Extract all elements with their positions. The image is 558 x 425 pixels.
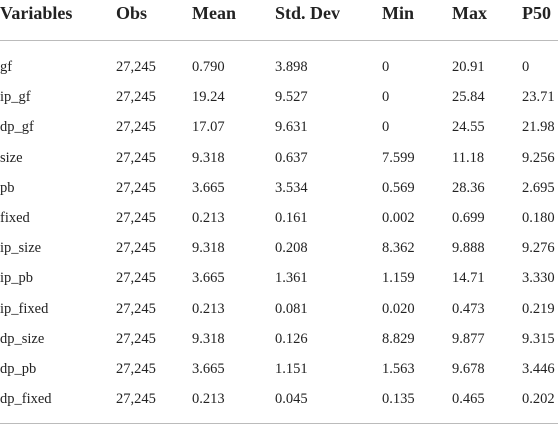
cell-value: 3.330 <box>522 270 555 287</box>
cell-value: 27,245 <box>116 119 156 136</box>
cell-value: 14.71 <box>452 270 485 287</box>
cell-value: 27,245 <box>116 88 156 105</box>
cell-value: 0.045 <box>275 390 308 407</box>
cell-value: 0.081 <box>275 300 308 317</box>
cell-value: 0.213 <box>192 390 225 407</box>
cell-value: 3.534 <box>275 179 308 196</box>
cell-value: 0.126 <box>275 330 308 347</box>
cell-value: 0.213 <box>192 300 225 317</box>
cell-value: 7.599 <box>382 149 415 166</box>
bottom-rule <box>0 423 558 424</box>
row-label: ip_pb <box>0 270 34 287</box>
cell-value: 25.84 <box>452 88 485 105</box>
cell-value: 9.318 <box>192 149 225 166</box>
cell-value: 3.665 <box>192 179 225 196</box>
header-cell: Obs <box>116 3 148 23</box>
row-label: ip_size <box>0 239 42 256</box>
cell-value: 0.161 <box>275 209 308 226</box>
cell-value: 0 <box>382 58 390 75</box>
cell-value: 1.563 <box>382 360 415 377</box>
header-cell: Variables <box>0 3 73 23</box>
cell-value: 9.877 <box>452 330 485 347</box>
cell-value: 0.473 <box>452 300 485 317</box>
cell-value: 11.18 <box>452 149 485 166</box>
cell-value: 3.898 <box>275 58 308 75</box>
cell-value: 0.699 <box>452 209 485 226</box>
cell-value: 0.637 <box>275 149 308 166</box>
cell-value: 27,245 <box>116 330 156 347</box>
cell-value: 3.665 <box>192 360 225 377</box>
cell-value: 0.020 <box>382 300 415 317</box>
cell-value: 9.318 <box>192 330 225 347</box>
cell-value: 0.002 <box>382 209 415 226</box>
cell-value: 0.219 <box>522 300 555 317</box>
header-cell: Mean <box>192 3 236 23</box>
row-label: gf <box>0 58 13 75</box>
cell-value: 9.318 <box>192 239 225 256</box>
cell-value: 0.465 <box>452 390 485 407</box>
header-cell: Min <box>382 3 415 23</box>
cell-value: 0.180 <box>522 209 555 226</box>
header-cell: P50 <box>522 3 551 23</box>
row-label: ip_fixed <box>0 300 49 317</box>
row-label: dp_gf <box>0 119 34 136</box>
cell-value: 21.98 <box>522 119 555 136</box>
cell-value: 0 <box>382 88 390 105</box>
cell-value: 0 <box>522 58 530 75</box>
cell-value: 0.213 <box>192 209 225 226</box>
cell-value: 9.678 <box>452 360 485 377</box>
cell-value: 27,245 <box>116 179 156 196</box>
cell-value: 9.527 <box>275 88 308 105</box>
cell-value: 27,245 <box>116 390 156 407</box>
cell-value: 0.569 <box>382 179 415 196</box>
cell-value: 9.256 <box>522 149 555 166</box>
cell-value: 19.24 <box>192 88 225 105</box>
cell-value: 23.71 <box>522 88 555 105</box>
cell-value: 9.276 <box>522 239 555 256</box>
cell-value: 27,245 <box>116 209 156 226</box>
row-label: pb <box>0 179 15 196</box>
cell-value: 27,245 <box>116 300 156 317</box>
cell-value: 0 <box>382 119 390 136</box>
row-label: size <box>0 149 23 166</box>
cell-value: 27,245 <box>116 149 156 166</box>
row-label: fixed <box>0 209 30 226</box>
cell-value: 1.151 <box>275 360 308 377</box>
row-label: dp_size <box>0 330 45 347</box>
header-rule <box>0 40 558 41</box>
cell-value: 1.159 <box>382 270 415 287</box>
cell-value: 0.790 <box>192 58 225 75</box>
cell-value: 27,245 <box>116 270 156 287</box>
header-cell: Max <box>452 3 487 23</box>
cell-value: 3.446 <box>522 360 555 377</box>
cell-value: 27,245 <box>116 360 156 377</box>
cell-value: 24.55 <box>452 119 485 136</box>
cell-value: 9.888 <box>452 239 485 256</box>
cell-value: 8.362 <box>382 239 415 256</box>
cell-value: 8.829 <box>382 330 415 347</box>
row-label: dp_pb <box>0 360 37 377</box>
row-label: ip_gf <box>0 88 31 105</box>
cell-value: 0.208 <box>275 239 308 256</box>
header-cell: Std. Dev <box>275 3 341 23</box>
cell-value: 27,245 <box>116 239 156 256</box>
cell-value: 20.91 <box>452 58 485 75</box>
cell-value: 0.135 <box>382 390 415 407</box>
cell-value: 1.361 <box>275 270 308 287</box>
cell-value: 0.202 <box>522 390 555 407</box>
cell-value: 27,245 <box>116 58 156 75</box>
row-label: dp_fixed <box>0 390 52 407</box>
cell-value: 3.665 <box>192 270 225 287</box>
cell-value: 9.315 <box>522 330 555 347</box>
cell-value: 9.631 <box>275 119 308 136</box>
cell-value: 17.07 <box>192 119 225 136</box>
cell-value: 28.36 <box>452 179 485 196</box>
cell-value: 2.695 <box>522 179 555 196</box>
